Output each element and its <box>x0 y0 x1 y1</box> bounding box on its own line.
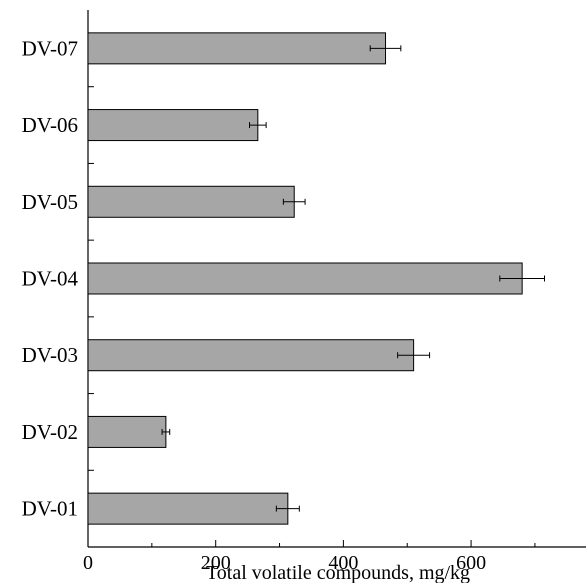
bar-dv-02 <box>87 415 167 448</box>
x-tick-label-400: 400 <box>328 552 358 574</box>
category-label-dv-07: DV-07 <box>22 36 78 60</box>
category-label-dv-05: DV-05 <box>22 190 78 214</box>
x-tick-label-0: 0 <box>83 552 93 574</box>
bars-group <box>87 32 523 525</box>
bar-dv-03 <box>87 339 415 372</box>
bar-dv-04 <box>87 262 523 295</box>
category-label-dv-01: DV-01 <box>22 497 78 521</box>
error-bar-dv-01 <box>275 505 300 512</box>
category-label-dv-03: DV-03 <box>22 343 78 367</box>
category-label-dv-02: DV-02 <box>22 420 78 444</box>
bar-dv-05 <box>87 185 295 218</box>
x-tick-label-600: 600 <box>456 552 486 574</box>
x-axis-title: Total volatile compounds, mg/kg <box>206 562 470 583</box>
error-bar-dv-06 <box>249 122 267 129</box>
bar-dv-06 <box>87 109 259 142</box>
error-bar-dv-03 <box>397 352 431 359</box>
x-ticks-group: 0 200 400 600 <box>83 540 536 574</box>
bar-dv-01 <box>87 492 289 525</box>
error-bar-dv-04 <box>499 275 545 282</box>
bar-dv-07 <box>87 32 387 65</box>
plot-area: DV-01 DV-02 DV-03 DV-04 DV-05 DV-06 DV-07 0 200… <box>22 10 586 574</box>
error-bar-dv-02 <box>161 428 171 435</box>
category-label-dv-04: DV-04 <box>22 267 79 291</box>
x-tick-label-200: 200 <box>201 552 231 574</box>
error-bars-group <box>161 45 545 512</box>
error-bar-dv-05 <box>282 198 306 205</box>
y-ticks-group: DV-01 DV-02 DV-03 DV-04 DV-05 DV-06 DV-07 <box>22 36 94 521</box>
category-label-dv-06: DV-06 <box>22 113 78 137</box>
error-bar-dv-07 <box>369 45 402 52</box>
